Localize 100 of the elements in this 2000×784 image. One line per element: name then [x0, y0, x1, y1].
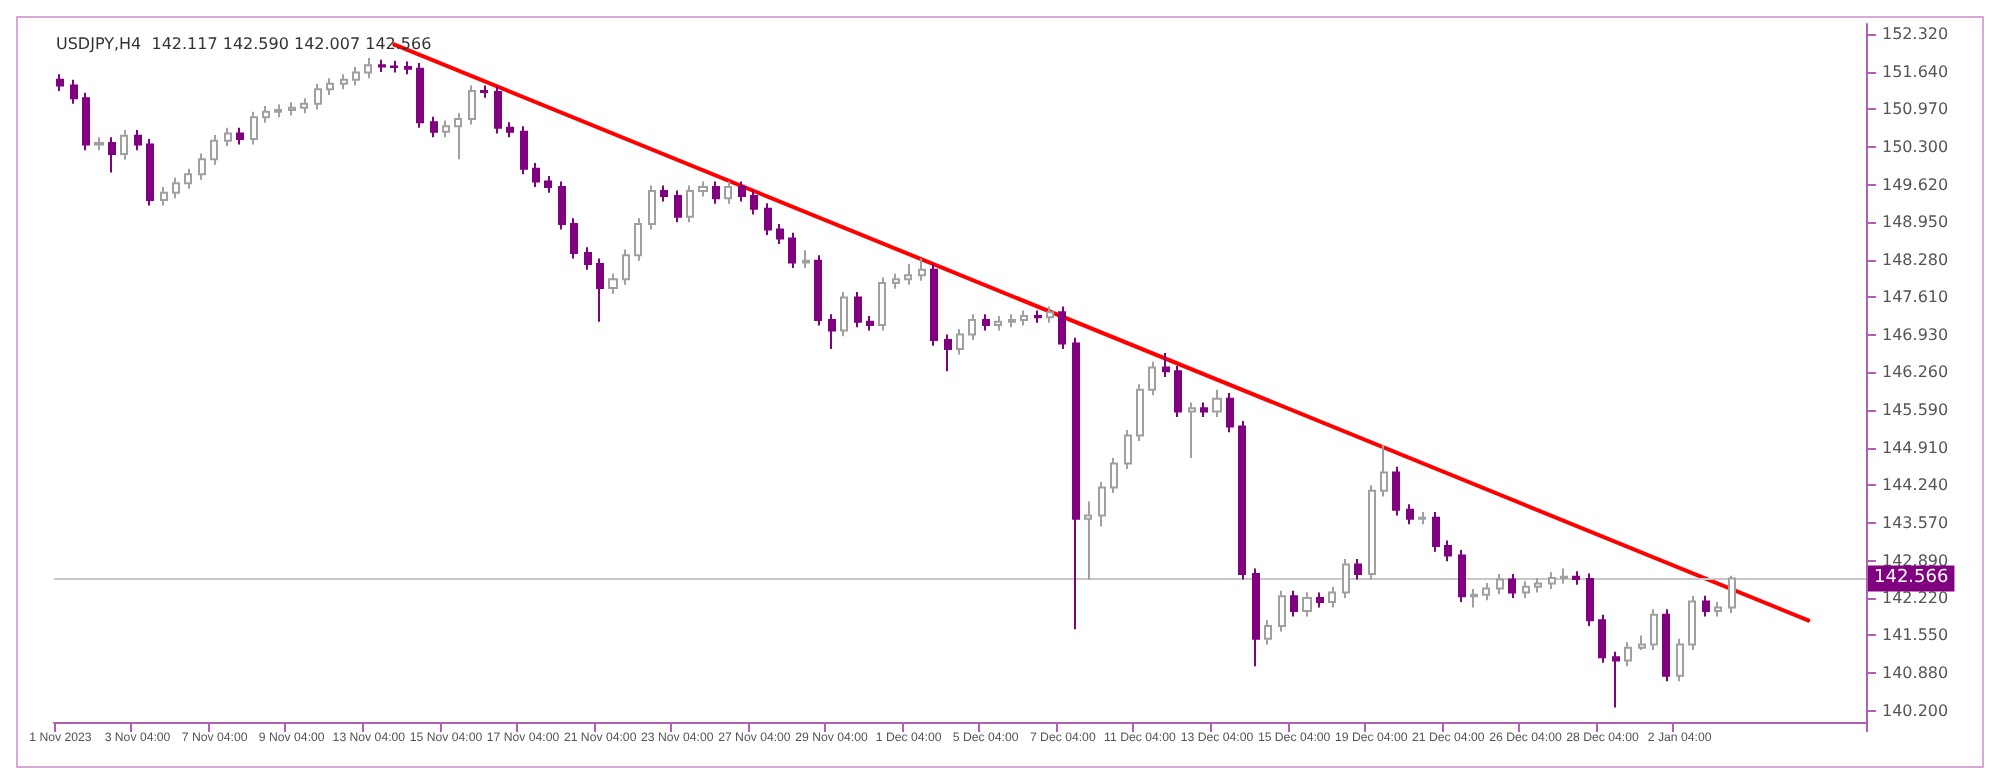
y-tick-label: 146.930: [1882, 326, 1949, 345]
candlestick: [1432, 511, 1440, 553]
candlestick: [390, 59, 398, 74]
candlestick: [94, 136, 104, 152]
candlestick: [1238, 420, 1246, 581]
candlestick: [532, 162, 540, 189]
y-tick-label: 151.640: [1882, 63, 1949, 82]
y-tick-label: 150.300: [1882, 137, 1949, 156]
y-tick-label: 150.970: [1882, 100, 1949, 119]
y-tick-label: 141.550: [1882, 626, 1949, 645]
candlestick: [1008, 313, 1016, 329]
candlestick: [184, 167, 192, 190]
candlestick: [828, 313, 836, 350]
candlestick: [892, 272, 900, 290]
candlestick: [1368, 484, 1376, 581]
candlestick: [340, 73, 348, 91]
candlestick: [1444, 539, 1452, 563]
candlestick: [854, 291, 862, 329]
candlestick: [160, 186, 168, 207]
candlestick: [1174, 364, 1182, 419]
y-tick-label: 144.240: [1882, 476, 1949, 495]
y-tick-label: 148.950: [1882, 213, 1949, 232]
candlestick: [1496, 573, 1504, 596]
candlestick: [930, 263, 938, 347]
candlestick: [172, 176, 180, 200]
candlestick: [1110, 456, 1118, 495]
candlestick: [274, 103, 282, 119]
candlestick: [506, 121, 514, 139]
y-tick-label: 146.260: [1882, 363, 1949, 382]
candlestick: [1638, 634, 1646, 651]
candlestick: [1470, 588, 1478, 609]
candlestick: [584, 246, 592, 271]
candlestick: [764, 202, 772, 237]
candlestick: [1302, 591, 1312, 618]
candlestick: [1328, 585, 1336, 609]
candlestick: [558, 180, 566, 231]
candlestick: [250, 110, 258, 146]
candlestick: [442, 119, 450, 139]
candlestick: [968, 313, 976, 342]
candlestick: [494, 85, 502, 135]
candlestick: [840, 291, 848, 338]
candlestick: [1354, 557, 1362, 581]
candlestick: [1482, 581, 1490, 602]
y-tick-label: 140.200: [1882, 701, 1949, 720]
candlestick: [1342, 557, 1350, 600]
candlestick: [750, 189, 758, 216]
y-tick-label: 149.620: [1882, 175, 1949, 194]
candlestick: [1728, 574, 1736, 615]
candlestick: [1162, 351, 1170, 378]
y-tick-label: 142.220: [1882, 589, 1949, 608]
candlestick: [300, 97, 308, 115]
candlestick: [1098, 480, 1106, 528]
candlestick: [1148, 360, 1156, 397]
candlestick: [956, 327, 964, 356]
candlestick: [1418, 511, 1426, 526]
candlestick: [1598, 613, 1606, 664]
y-tick-label: 142.890: [1882, 551, 1949, 570]
candlestick: [1688, 594, 1696, 651]
candlestick: [1662, 608, 1670, 683]
candlestick: [1188, 401, 1196, 459]
candlestick: [878, 276, 886, 332]
candlestick: [352, 66, 360, 87]
candlestick: [1624, 641, 1632, 668]
candlestick: [210, 134, 218, 166]
candlestick: [982, 313, 990, 332]
y-tick-label: 145.590: [1882, 400, 1949, 419]
candlestick: [944, 333, 952, 373]
candlestick: [1264, 619, 1272, 646]
candlestick: [814, 254, 822, 327]
candlestick: [1406, 503, 1414, 526]
candlestick: [1392, 465, 1400, 517]
candlestick: [1072, 336, 1080, 631]
y-tick-label: 143.570: [1882, 513, 1949, 532]
candlestick: [1676, 637, 1684, 683]
candlestick: [404, 60, 412, 76]
candlestick: [224, 126, 232, 148]
y-tick-label: 140.880: [1882, 663, 1949, 682]
candlestick: [146, 138, 154, 207]
candlestick: [1586, 572, 1594, 627]
candlestick: [712, 180, 720, 205]
candlestick: [634, 217, 642, 262]
candlestick: [1560, 567, 1568, 585]
candlestick: [1058, 305, 1066, 350]
candlestick: [1522, 580, 1530, 600]
candlestick: [1252, 567, 1260, 668]
candlestick: [698, 180, 708, 198]
candlestick: [1084, 500, 1092, 581]
candlestick: [314, 82, 322, 111]
candlestick: [724, 180, 732, 205]
candlestick: [468, 84, 476, 126]
candlestick: [454, 112, 462, 161]
candlestick: [802, 249, 810, 270]
candlestick: [364, 57, 372, 80]
candlestick: [1508, 573, 1516, 600]
candlestick: [56, 73, 64, 93]
candlestick: [1046, 305, 1054, 324]
y-tick-label: 144.910: [1882, 438, 1949, 457]
candlestick: [1200, 401, 1208, 419]
candlestick: [1650, 608, 1658, 651]
candlestick: [1702, 594, 1710, 618]
